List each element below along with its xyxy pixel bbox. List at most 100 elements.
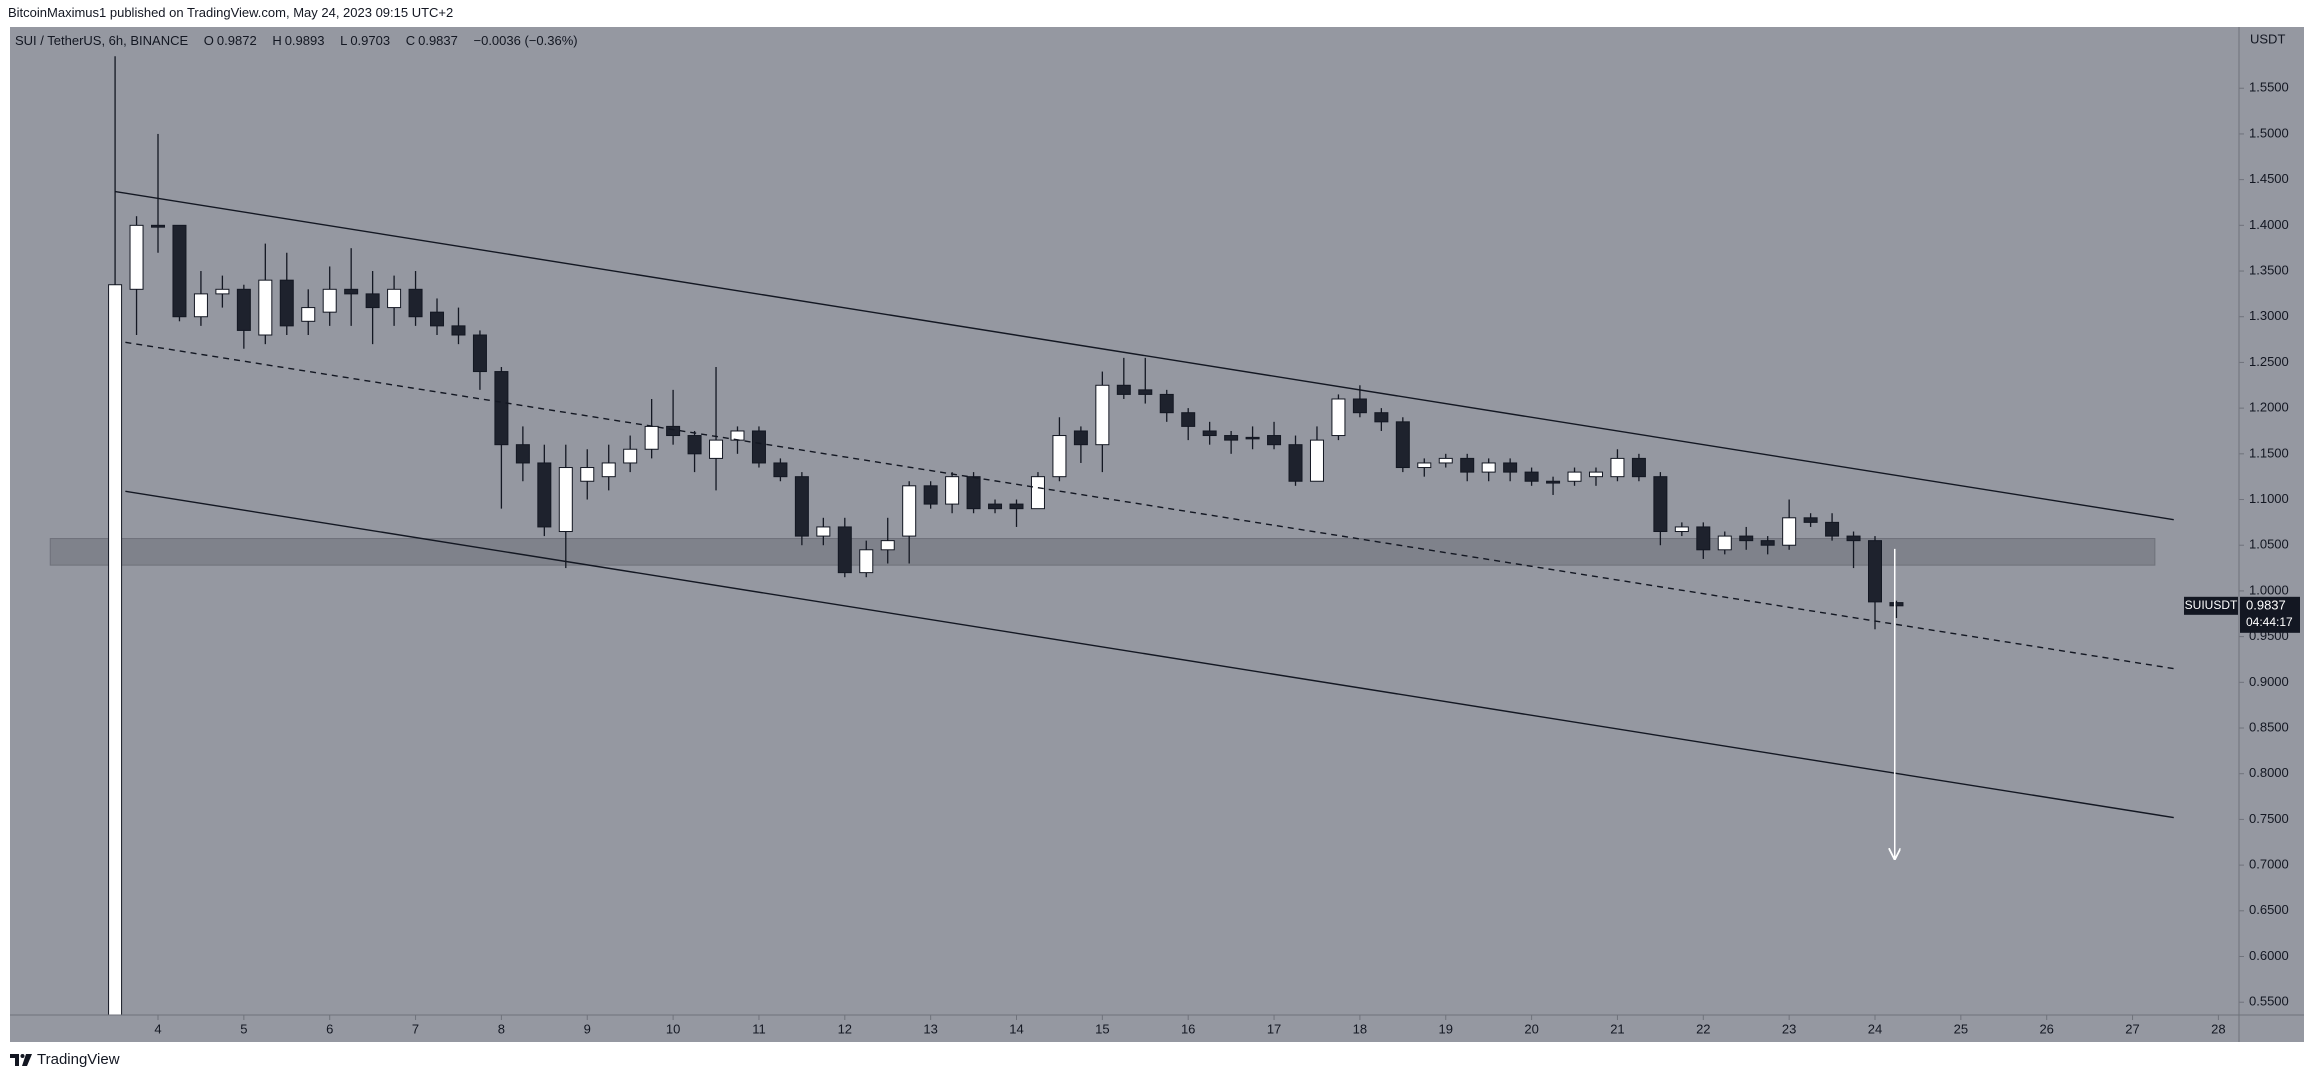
candle-body: [666, 425, 681, 437]
x-tick-label: 12: [838, 1021, 852, 1036]
y-tick-label: 1.3500: [2249, 262, 2289, 277]
candle-body: [1095, 384, 1110, 446]
candle-body: [1867, 540, 1882, 603]
candle-body: [1567, 471, 1582, 482]
y-tick-label: 0.7500: [2249, 811, 2289, 826]
x-tick-label: 21: [1610, 1021, 1624, 1036]
x-tick-label: 26: [2039, 1021, 2053, 1036]
candle-body: [601, 462, 616, 478]
x-tick-label: 4: [154, 1021, 161, 1036]
candle-body: [923, 485, 938, 505]
x-tick-label: 17: [1267, 1021, 1281, 1036]
plot-background: [10, 27, 2304, 1042]
price-tag: [2240, 596, 2300, 633]
candle-body: [1481, 462, 1496, 473]
support-zone: [49, 538, 2156, 566]
x-tick-label: 25: [1954, 1021, 1968, 1036]
candle-body: [1524, 471, 1539, 482]
price-tag-countdown: 04:44:17: [2246, 615, 2293, 629]
plot-area: [49, 56, 2174, 1015]
ohlc-label: L: [340, 33, 348, 48]
x-tick-label: 24: [1868, 1021, 1882, 1036]
candle-body: [773, 462, 788, 478]
candle-body: [1309, 439, 1324, 482]
candle-body: [515, 444, 530, 464]
candle-body: [623, 448, 638, 464]
ohlc-value: 0.9837: [418, 33, 458, 48]
logo: [10, 1053, 32, 1066]
candle-body: [1696, 526, 1711, 551]
x-tick-label: 10: [666, 1021, 680, 1036]
symbol-tag-label: SUIUSDT: [2185, 598, 2238, 612]
x-tick-label: 27: [2125, 1021, 2139, 1036]
y-tick-label: 1.1500: [2249, 445, 2289, 460]
axes: 0.5500 0.6000 0.6500 0.7000 0.7500 0.8000 0.85…: [154, 80, 2288, 1037]
candle-body: [172, 224, 187, 318]
x-tick-label: 6: [326, 1021, 333, 1036]
candle-body: [880, 540, 895, 551]
candle-body: [1760, 540, 1775, 546]
candle-body: [215, 288, 230, 295]
candle-body: [1674, 526, 1689, 533]
candle-body: [1588, 471, 1603, 478]
candle-body: [1224, 435, 1239, 441]
candle-body: [794, 476, 809, 537]
candle-body: [236, 288, 251, 331]
candle-body: [365, 293, 380, 309]
candle-body: [1889, 602, 1904, 607]
candle-body: [1052, 435, 1067, 478]
x-tick-label: 8: [498, 1021, 505, 1036]
x-tick-label: 7: [412, 1021, 419, 1036]
x-tick-label: 16: [1181, 1021, 1195, 1036]
candle-body: [258, 279, 273, 336]
candle-body: [1288, 444, 1303, 482]
ohlc-value: 0.9893: [284, 33, 325, 48]
candle-body: [108, 284, 123, 1015]
price-tag-value: 0.9837: [2246, 597, 2286, 612]
y-tick-label: 1.3000: [2249, 308, 2289, 323]
symbol-tag: [2184, 596, 2238, 615]
y-tick-label: 0.6500: [2249, 902, 2289, 917]
candle-body: [1803, 517, 1818, 523]
x-tick-label: 22: [1696, 1021, 1710, 1036]
y-tick-label: 0.8500: [2249, 719, 2289, 734]
candle-body: [966, 476, 981, 510]
candle-body: [902, 485, 917, 537]
candle-body: [1159, 393, 1174, 414]
candle-body: [644, 425, 659, 450]
candle-body: [1374, 412, 1389, 423]
candle-body: [1460, 457, 1475, 473]
y-tick-label: 1.4500: [2249, 171, 2289, 186]
candle-body: [279, 279, 294, 327]
y-tick-label: 0.8000: [2249, 765, 2289, 780]
x-tick-label: 5: [240, 1021, 247, 1036]
ohlc-value: 0.9872: [216, 33, 257, 48]
y-tick-label: 0.6000: [2249, 948, 2289, 963]
x-tick-label: 9: [584, 1021, 591, 1036]
y-tick-label: 0.9000: [2249, 674, 2289, 689]
candle-body: [1267, 435, 1282, 446]
candle-body: [387, 288, 402, 309]
x-tick-label: 14: [1009, 1021, 1023, 1036]
candle-body: [1653, 476, 1668, 533]
candle-body: [1009, 503, 1024, 510]
candle-body: [1202, 430, 1217, 437]
candle-body: [1030, 476, 1045, 510]
ohlc-legend: SUI / TetherUS, 6h, BINANCE O 0.9872 H 0.9…: [15, 33, 581, 48]
x-tick-label: 20: [1524, 1021, 1538, 1036]
candle-body: [1846, 535, 1861, 542]
y-tick-label: 0.7000: [2249, 857, 2289, 872]
candle-body: [151, 224, 166, 228]
candle-body: [1546, 480, 1561, 484]
candle-body: [322, 288, 337, 313]
candle-body: [408, 288, 423, 318]
candle-body: [580, 467, 595, 482]
y-tick-label: 0.5500: [2249, 994, 2289, 1009]
candle-body: [1825, 521, 1840, 537]
candle-body: [494, 371, 509, 446]
candle-body: [687, 435, 702, 455]
candle-body: [1717, 535, 1732, 551]
candle-body: [344, 288, 359, 295]
